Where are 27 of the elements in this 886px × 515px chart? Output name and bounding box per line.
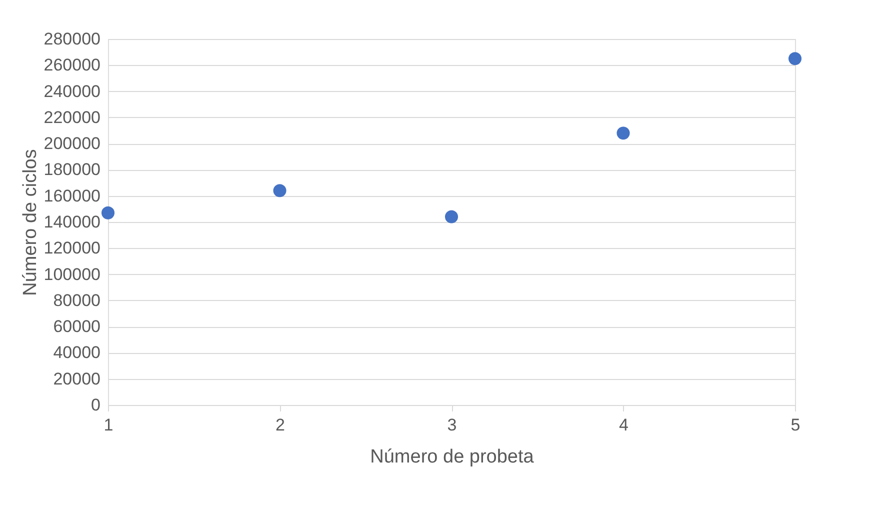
y-tick-label: 140000 (44, 212, 100, 232)
y-tick-label: 100000 (44, 264, 100, 284)
x-axis-title: Número de probeta (370, 446, 534, 468)
x-tick-label: 3 (447, 416, 457, 434)
y-tick-label: 160000 (44, 186, 100, 206)
y-axis-title: Número de ciclos (20, 149, 41, 296)
x-tick-label: 1 (104, 416, 114, 434)
x-tick-label: 2 (276, 416, 285, 434)
y-tick-label: 200000 (44, 134, 100, 154)
y-tick-label: 80000 (53, 290, 100, 310)
point (273, 184, 286, 198)
y-tick-label: 280000 (44, 30, 100, 48)
point (101, 206, 115, 220)
x-tick-label: 4 (619, 416, 628, 434)
y-tick-label: 120000 (44, 238, 100, 258)
point (616, 126, 630, 140)
y-tick-label: 20000 (53, 369, 100, 388)
point (788, 52, 802, 66)
point (444, 210, 458, 224)
x-tick-label: 5 (790, 416, 800, 434)
y-tick-label: 220000 (44, 108, 100, 127)
y-tick-label: 40000 (53, 343, 100, 362)
y-tick-label: 240000 (44, 82, 100, 101)
y-tick-label: 60000 (53, 317, 100, 336)
y-tick-label: 0 (91, 396, 100, 414)
y-tick-label: 260000 (44, 56, 100, 75)
y-tick-label: 180000 (44, 160, 100, 180)
